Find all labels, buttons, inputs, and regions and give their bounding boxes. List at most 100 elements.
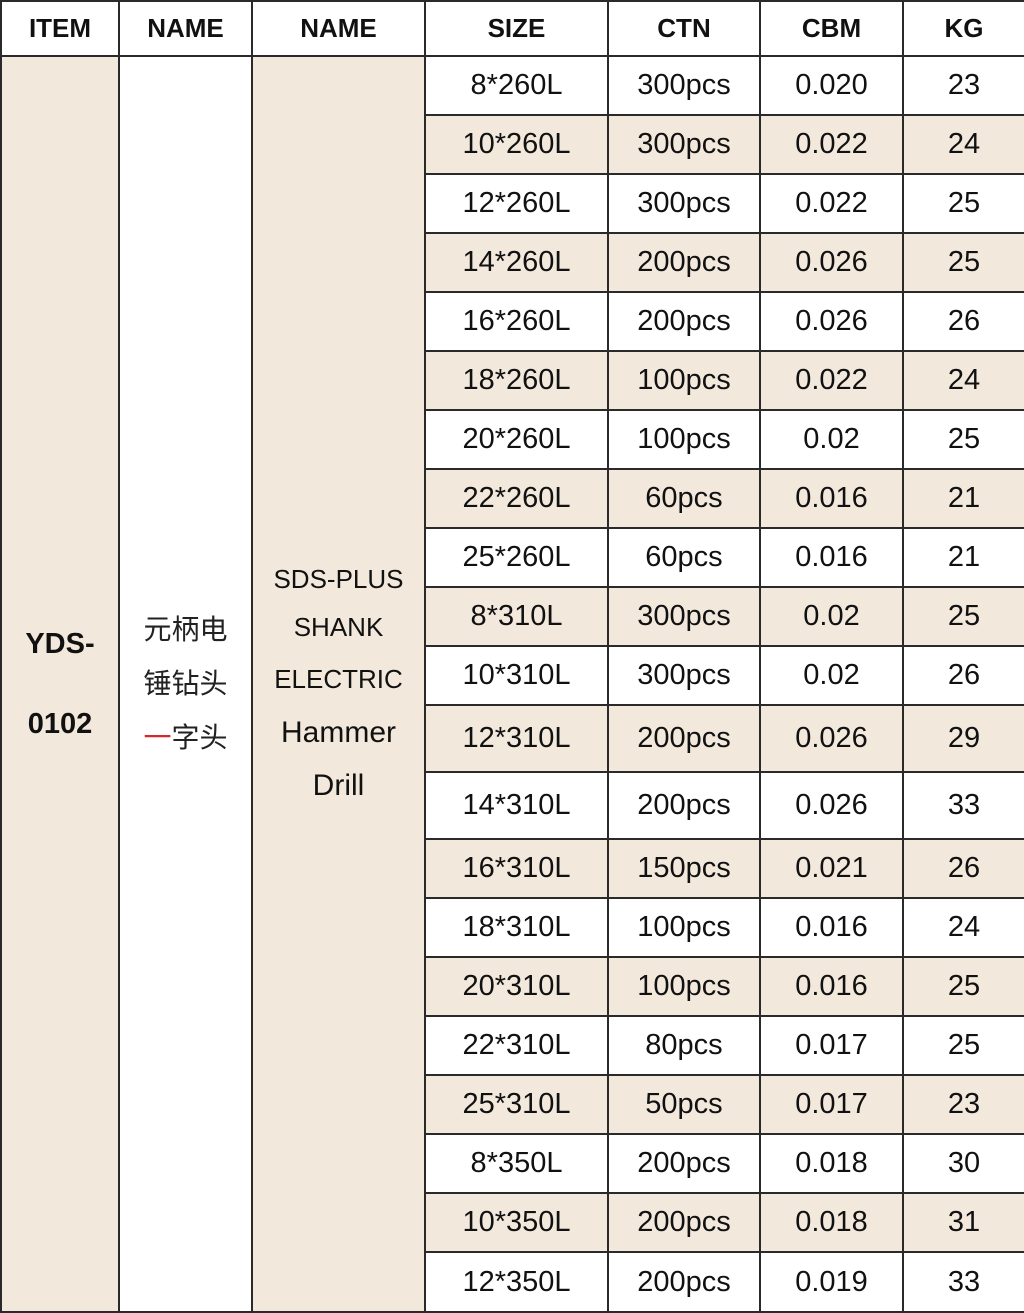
table-row: 14*310L 200pcs 0.026 33 [1, 771, 1024, 840]
ctn-cell: 200pcs [607, 1251, 761, 1313]
kg-cell: 33 [902, 771, 1024, 840]
table-row: 10*260L 300pcs 0.022 24 [1, 114, 1024, 175]
kg-cell: 24 [902, 897, 1024, 958]
kg-cell: 33 [902, 1251, 1024, 1313]
cbm-cell: 0.016 [759, 897, 904, 958]
ctn-cell: 60pcs [607, 468, 761, 529]
size-cell: 18*260L [424, 350, 609, 411]
size-cell: 10*310L [424, 645, 609, 706]
kg-cell: 30 [902, 1133, 1024, 1194]
cbm-cell: 0.016 [759, 956, 904, 1017]
table-row: 22*310L 80pcs 0.017 25 [1, 1015, 1024, 1076]
table-row: 25*310L 50pcs 0.017 23 [1, 1074, 1024, 1135]
size-cell: 14*310L [424, 771, 609, 840]
table-row: 10*350L 200pcs 0.018 31 [1, 1192, 1024, 1253]
ctn-cell: 200pcs [607, 771, 761, 840]
cbm-cell: 0.016 [759, 527, 904, 588]
size-cell: 14*260L [424, 232, 609, 293]
size-cell: 16*310L [424, 838, 609, 899]
ctn-cell: 100pcs [607, 409, 761, 470]
cbm-cell: 0.02 [759, 645, 904, 706]
size-cell: 10*260L [424, 114, 609, 175]
kg-cell: 25 [902, 232, 1024, 293]
ctn-cell: 300pcs [607, 645, 761, 706]
cbm-cell: 0.017 [759, 1015, 904, 1076]
cbm-cell: 0.019 [759, 1251, 904, 1313]
name-en-line1: SDS-PLUS [273, 564, 404, 594]
ctn-cell: 200pcs [607, 291, 761, 352]
cbm-cell: 0.018 [759, 1133, 904, 1194]
kg-cell: 24 [902, 114, 1024, 175]
item-code-line1: YDS- [25, 628, 95, 660]
table-row: 16*260L 200pcs 0.026 26 [1, 291, 1024, 352]
size-cell: 8*310L [424, 586, 609, 647]
size-cell: 8*350L [424, 1133, 609, 1194]
name-cn-accent: 一 [143, 721, 172, 754]
kg-cell: 23 [902, 55, 1024, 116]
header-row: ITEM NAME NAME SIZE CTN CBM KG [0, 0, 1024, 57]
size-cell: 20*260L [424, 409, 609, 470]
cbm-cell: 0.022 [759, 114, 904, 175]
header-size: SIZE [424, 0, 609, 57]
name-en-line3: ELECTRIC [274, 664, 403, 694]
name-en-line5: Drill [312, 769, 365, 802]
table-row: YDS- 0102 元柄电 锤钻头 一字头 SDS-PLUS SHANK ELE… [0, 55, 1024, 1313]
name-cn-line2: 锤钻头 [143, 667, 228, 700]
ctn-cell: 200pcs [607, 232, 761, 293]
size-cell: 20*310L [424, 956, 609, 1017]
size-cell: 25*310L [424, 1074, 609, 1135]
kg-cell: 23 [902, 1074, 1024, 1135]
kg-cell: 25 [902, 173, 1024, 234]
item-code-cell: YDS- 0102 [0, 55, 120, 1313]
size-cell: 8*260L [424, 55, 609, 116]
size-cell: 12*350L [424, 1251, 609, 1313]
name-en-cell: SDS-PLUS SHANK ELECTRIC Hammer Drill [251, 55, 426, 1313]
ctn-cell: 50pcs [607, 1074, 761, 1135]
cbm-cell: 0.017 [759, 1074, 904, 1135]
ctn-cell: 200pcs [607, 1192, 761, 1253]
ctn-cell: 60pcs [607, 527, 761, 588]
table-row: 22*260L 60pcs 0.016 21 [1, 468, 1024, 529]
size-cell: 22*260L [424, 468, 609, 529]
size-cell: 16*260L [424, 291, 609, 352]
ctn-cell: 150pcs [607, 838, 761, 899]
table-row: 16*310L 150pcs 0.021 26 [1, 838, 1024, 899]
table-row: 8*350L 200pcs 0.018 30 [1, 1133, 1024, 1194]
header-cbm: CBM [759, 0, 904, 57]
ctn-cell: 300pcs [607, 114, 761, 175]
name-cn-line3: 一字头 [121, 711, 250, 765]
table-row: 20*310L 100pcs 0.016 25 [1, 956, 1024, 1017]
table-row: 18*310L 100pcs 0.016 24 [1, 897, 1024, 958]
kg-cell: 25 [902, 956, 1024, 1017]
kg-cell: 25 [902, 1015, 1024, 1076]
size-cell: 10*350L [424, 1192, 609, 1253]
size-cell: 12*260L [424, 173, 609, 234]
name-cn-cell: 元柄电 锤钻头 一字头 [118, 55, 253, 1313]
cbm-cell: 0.020 [759, 55, 904, 116]
header-item: ITEM [0, 0, 120, 57]
cbm-cell: 0.026 [759, 291, 904, 352]
name-en-line4: Hammer [280, 716, 396, 749]
table-row: 8*310L 300pcs 0.02 25 [1, 586, 1024, 647]
table-row: 12*260L 300pcs 0.022 25 [1, 173, 1024, 234]
kg-cell: 26 [902, 645, 1024, 706]
ctn-cell: 200pcs [607, 704, 761, 773]
cbm-cell: 0.026 [759, 704, 904, 773]
ctn-cell: 300pcs [607, 173, 761, 234]
cbm-cell: 0.022 [759, 350, 904, 411]
table-row: 10*310L 300pcs 0.02 26 [1, 645, 1024, 706]
item-code-line2: 0102 [27, 708, 93, 740]
table-row: 18*260L 100pcs 0.022 24 [1, 350, 1024, 411]
kg-cell: 21 [902, 527, 1024, 588]
ctn-cell: 100pcs [607, 897, 761, 958]
cbm-cell: 0.026 [759, 232, 904, 293]
kg-cell: 21 [902, 468, 1024, 529]
ctn-cell: 300pcs [607, 586, 761, 647]
ctn-cell: 100pcs [607, 350, 761, 411]
cbm-cell: 0.02 [759, 409, 904, 470]
name-cn-line3-rest: 字头 [171, 721, 228, 754]
table-row: 12*310L 200pcs 0.026 29 [1, 704, 1024, 773]
table-row: 14*260L 200pcs 0.026 25 [1, 232, 1024, 293]
header-ctn: CTN [607, 0, 761, 57]
